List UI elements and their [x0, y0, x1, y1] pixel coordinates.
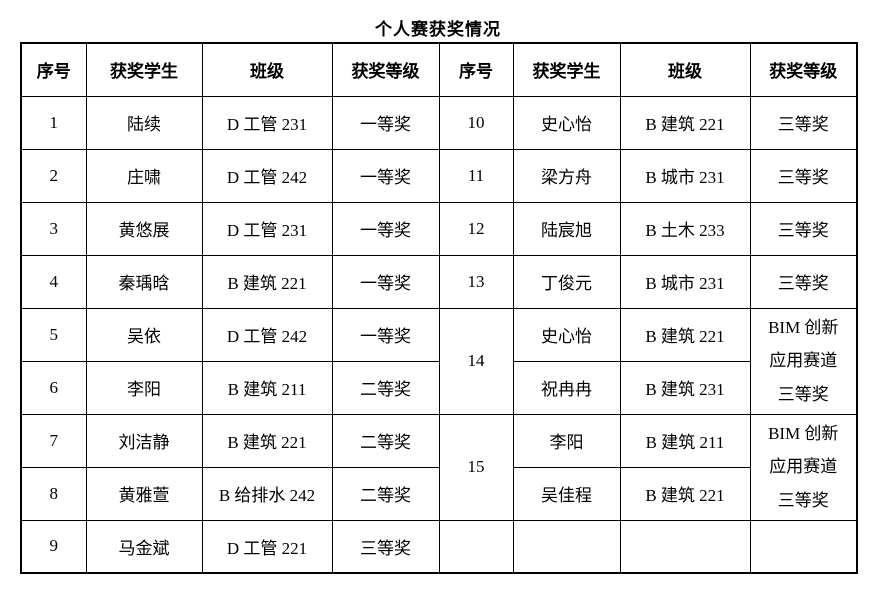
header-class-left: 班级	[201, 42, 333, 97]
cell-student: 丁俊元	[512, 254, 621, 309]
cell-no-empty	[438, 519, 514, 574]
cell-student: 庄啸	[85, 148, 203, 203]
cell-award: 二等奖	[331, 360, 440, 415]
cell-award: 三等奖	[749, 201, 858, 256]
cell-class: B 建筑 231	[619, 360, 751, 415]
award-line: 应用赛道	[769, 351, 838, 371]
cell-student: 祝冉冉	[512, 360, 621, 415]
cell-no: 1	[20, 95, 87, 150]
header-class-right: 班级	[619, 42, 751, 97]
table-row: 7 刘洁静 B 建筑 221 二等奖 15 李阳 B 建筑 211 BIM 创新…	[20, 413, 858, 521]
cell-student: 李阳	[85, 360, 203, 415]
cell-award: 三等奖	[749, 95, 858, 150]
cell-student-empty	[512, 519, 621, 574]
table-row: 6 李阳 B 建筑 211 二等奖 祝冉冉 B 建筑 231	[20, 360, 857, 415]
cell-no: 2	[20, 148, 87, 203]
awards-table: 序号 获奖学生 班级 获奖等级 序号 获奖学生 班级 获奖等级 1 陆续 D 工…	[20, 42, 858, 574]
cell-class: B 城市 231	[619, 148, 751, 203]
cell-no: 5	[20, 307, 87, 362]
cell-no-merged: 14	[438, 307, 514, 415]
cell-award: 一等奖	[331, 95, 440, 150]
cell-student: 陆续	[85, 95, 203, 150]
cell-student: 史心怡	[512, 307, 621, 362]
table-row: 8 黄雅萱 B 给排水 242 二等奖 吴佳程 B 建筑 221	[20, 466, 857, 521]
cell-no: 10	[438, 95, 514, 150]
cell-no: 13	[438, 254, 514, 309]
cell-student: 吴依	[85, 307, 203, 362]
cell-student: 李阳	[512, 413, 621, 468]
cell-award: 三等奖	[749, 148, 858, 203]
cell-award: 一等奖	[331, 254, 440, 309]
cell-award: 二等奖	[331, 466, 440, 521]
table-row: 1 陆续 D 工管 231 一等奖 10 史心怡 B 建筑 221 三等奖	[20, 95, 858, 150]
header-no-left: 序号	[20, 42, 87, 97]
award-line: 三等奖	[777, 384, 829, 404]
header-student-right: 获奖学生	[512, 42, 621, 97]
award-line: 三等奖	[777, 490, 829, 510]
table-row: 3 黄悠展 D 工管 231 一等奖 12 陆宸旭 B 土木 233 三等奖	[20, 201, 858, 256]
cell-student: 史心怡	[512, 95, 621, 150]
cell-no: 7	[20, 413, 87, 468]
cell-award-merged: BIM 创新 应用赛道 三等奖	[749, 413, 858, 521]
table-row: 4 秦瑀晗 B 建筑 221 一等奖 13 丁俊元 B 城市 231 三等奖	[20, 254, 858, 309]
cell-class: B 建筑 221	[619, 95, 751, 150]
cell-class: B 建筑 221	[619, 307, 751, 362]
cell-award-merged: BIM 创新 应用赛道 三等奖	[749, 307, 858, 415]
cell-class: B 建筑 211	[201, 360, 333, 415]
cell-no: 11	[438, 148, 514, 203]
cell-award: 一等奖	[331, 307, 440, 362]
cell-class: B 土木 233	[619, 201, 751, 256]
cell-award: 三等奖	[331, 519, 440, 574]
cell-award: 一等奖	[331, 148, 440, 203]
cell-no-merged: 15	[438, 413, 514, 521]
cell-award-empty	[749, 519, 858, 574]
cell-class: B 城市 231	[619, 254, 751, 309]
cell-award: 三等奖	[749, 254, 858, 309]
page-title: 个人赛获奖情况	[375, 20, 501, 39]
cell-class: B 给排水 242	[201, 466, 333, 521]
cell-class: B 建筑 211	[619, 413, 751, 468]
cell-award: 一等奖	[331, 201, 440, 256]
cell-no: 8	[20, 466, 87, 521]
cell-no: 9	[20, 519, 87, 574]
cell-class: B 建筑 221	[619, 466, 751, 521]
cell-student: 梁方舟	[512, 148, 621, 203]
header-no-right: 序号	[438, 42, 514, 97]
cell-student: 陆宸旭	[512, 201, 621, 256]
cell-student: 吴佳程	[512, 466, 621, 521]
cell-student: 刘洁静	[85, 413, 203, 468]
cell-class: D 工管 221	[201, 519, 333, 574]
award-line: BIM 创新	[768, 318, 839, 338]
award-line: BIM 创新	[768, 424, 839, 444]
header-row: 序号 获奖学生 班级 获奖等级 序号 获奖学生 班级 获奖等级	[20, 42, 858, 97]
table-row: 2 庄啸 D 工管 242 一等奖 11 梁方舟 B 城市 231 三等奖	[20, 148, 858, 203]
table-row: 9 马金斌 D 工管 221 三等奖	[20, 519, 858, 574]
cell-class: B 建筑 221	[201, 413, 333, 468]
cell-award: 二等奖	[331, 413, 440, 468]
award-line: 应用赛道	[769, 457, 838, 477]
cell-class: D 工管 231	[201, 95, 333, 150]
cell-no: 12	[438, 201, 514, 256]
cell-student: 黄悠展	[85, 201, 203, 256]
cell-no: 3	[20, 201, 87, 256]
cell-class: D 工管 231	[201, 201, 333, 256]
cell-no: 6	[20, 360, 87, 415]
table-row: 5 吴依 D 工管 242 一等奖 14 史心怡 B 建筑 221 BIM 创新…	[20, 307, 858, 415]
cell-student: 秦瑀晗	[85, 254, 203, 309]
cell-class: D 工管 242	[201, 148, 333, 203]
cell-no: 4	[20, 254, 87, 309]
cell-class: D 工管 242	[201, 307, 333, 362]
header-student-left: 获奖学生	[85, 42, 203, 97]
cell-class-empty	[619, 519, 751, 574]
header-award-right: 获奖等级	[749, 42, 858, 97]
cell-student: 马金斌	[85, 519, 203, 574]
cell-student: 黄雅萱	[85, 466, 203, 521]
cell-class: B 建筑 221	[201, 254, 333, 309]
header-award-left: 获奖等级	[331, 42, 440, 97]
